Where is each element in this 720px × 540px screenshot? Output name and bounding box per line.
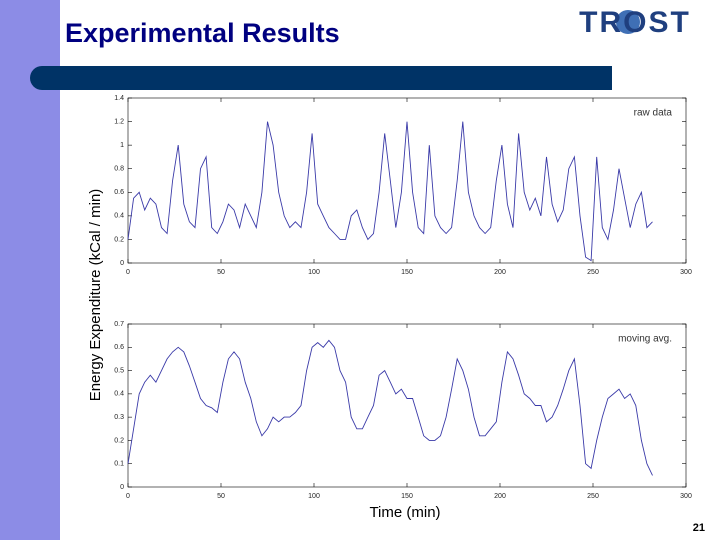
x-tick-label: 0 bbox=[126, 493, 130, 500]
y-tick-label: 0.1 bbox=[114, 461, 124, 468]
x-tick-label: 300 bbox=[680, 269, 692, 276]
y-tick-label: 0.5 bbox=[114, 367, 124, 374]
x-tick-label: 0 bbox=[126, 269, 130, 276]
x-tick-label: 50 bbox=[217, 269, 225, 276]
y-tick-label: 0 bbox=[120, 260, 124, 267]
x-tick-label: 200 bbox=[494, 269, 506, 276]
logo: TROST bbox=[579, 6, 691, 39]
x-axis-label: Time (min) bbox=[369, 504, 440, 521]
x-tick-label: 150 bbox=[401, 269, 413, 276]
x-tick-label: 250 bbox=[587, 269, 599, 276]
y-tick-label: 0.4 bbox=[114, 213, 124, 220]
y-axis-label: Energy Expenditure (kCal / min) bbox=[87, 189, 104, 402]
y-tick-label: 1.2 bbox=[114, 118, 124, 125]
y-tick-label: 0.6 bbox=[114, 344, 124, 351]
data-line bbox=[127, 121, 653, 262]
x-tick-label: 100 bbox=[308, 493, 320, 500]
x-tick-label: 100 bbox=[308, 269, 320, 276]
page-number: 21 bbox=[693, 522, 705, 534]
header-bar bbox=[30, 66, 612, 90]
y-tick-label: 0.3 bbox=[114, 414, 124, 421]
y-tick-label: 1.4 bbox=[114, 95, 124, 102]
y-tick-label: 0.7 bbox=[114, 321, 124, 328]
slide-title: Experimental Results bbox=[65, 18, 340, 48]
x-tick-label: 250 bbox=[587, 493, 599, 500]
y-tick-label: 1 bbox=[120, 142, 124, 149]
annotation: moving avg. bbox=[618, 334, 672, 345]
annotation: raw data bbox=[634, 108, 673, 119]
x-tick-label: 50 bbox=[217, 493, 225, 500]
x-tick-label: 150 bbox=[401, 493, 413, 500]
x-tick-label: 300 bbox=[680, 493, 692, 500]
y-tick-label: 0.2 bbox=[114, 236, 124, 243]
y-tick-label: 0.8 bbox=[114, 166, 124, 173]
data-line bbox=[127, 339, 653, 476]
y-tick-label: 0.6 bbox=[114, 189, 124, 196]
y-tick-label: 0.4 bbox=[114, 391, 124, 398]
x-tick-label: 200 bbox=[494, 493, 506, 500]
logo-globe bbox=[616, 10, 640, 34]
y-tick-label: 0.2 bbox=[114, 437, 124, 444]
y-tick-label: 0 bbox=[120, 484, 124, 491]
